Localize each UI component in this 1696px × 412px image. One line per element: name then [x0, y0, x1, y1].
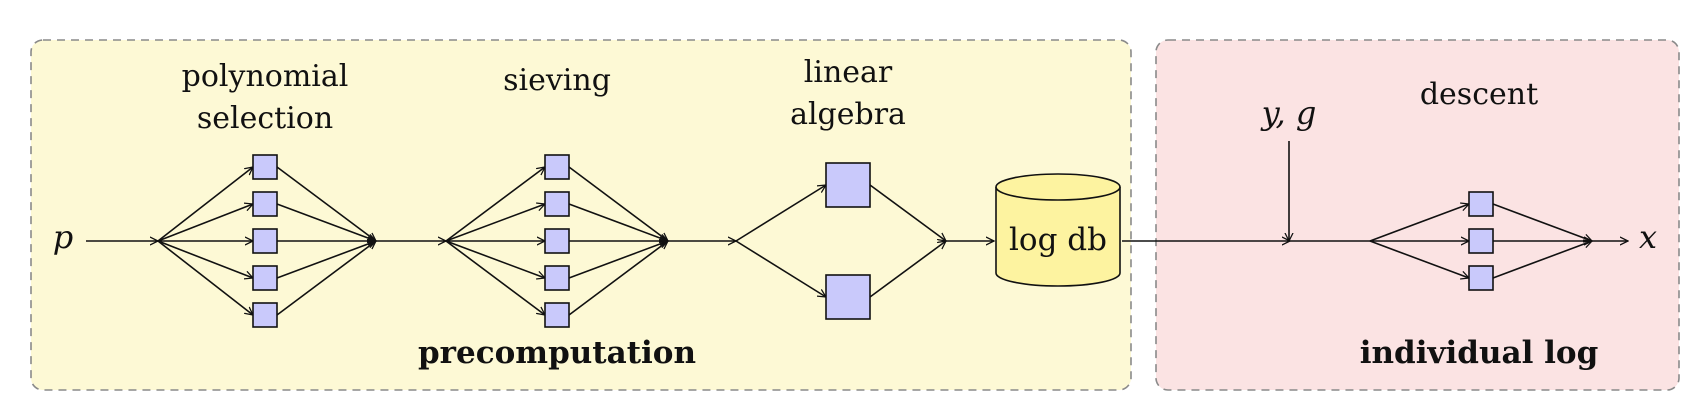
polynomial-selection-node-1	[252, 154, 278, 180]
sieving-node-1	[544, 154, 570, 180]
sieving-edge-in-1	[445, 167, 545, 242]
linear-algebra-edge-out-2	[869, 241, 946, 298]
sieving-edge-out-5	[568, 241, 668, 316]
descent-node-3	[1468, 265, 1494, 291]
sieving-label: sieving	[503, 63, 611, 98]
polynomial-selection-label-line1: polynomial	[182, 59, 349, 94]
descent-node-2	[1468, 228, 1494, 254]
polynomial-selection-node-5	[252, 302, 278, 328]
polynomial-selection-edge-out-4	[276, 241, 376, 279]
input-yg-label: y, g	[1260, 94, 1317, 132]
polynomial-selection-node-2	[252, 191, 278, 217]
linear-algebra-node-2	[825, 274, 871, 320]
polynomial-selection-edge-out-5	[276, 241, 376, 316]
linear-algebra-edge-in-1	[735, 185, 826, 242]
individual-log-panel	[1155, 39, 1680, 391]
descent-edge-in-3	[1369, 240, 1469, 278]
linear-algebra-node-1	[825, 162, 871, 208]
sieving-edge-out-2	[568, 203, 668, 241]
sieving-node-3	[544, 228, 570, 254]
polynomial-selection-edge-in-1	[157, 167, 253, 242]
sieving-node-5	[544, 302, 570, 328]
descent-node-1	[1468, 191, 1494, 217]
polynomial-selection-edge-out-1	[276, 166, 376, 241]
descent-label: descent	[1420, 77, 1538, 112]
individual-log-title: individual log	[1360, 335, 1599, 371]
sieving-node-2	[544, 191, 570, 217]
polynomial-selection-node-4	[252, 265, 278, 291]
linear-algebra-label-line1: linear	[804, 55, 893, 90]
input-p-label: p	[53, 218, 73, 256]
polynomial-selection-edge-out-2	[276, 203, 376, 241]
log-db-label: log db	[1009, 222, 1107, 258]
output-x-label: x	[1639, 218, 1657, 256]
nodes	[252, 154, 1494, 328]
sieving-node-4	[544, 265, 570, 291]
descent-edge-in-1	[1369, 204, 1469, 242]
sieving-edge-in-2	[445, 204, 545, 242]
sieving-edge-out-1	[568, 166, 668, 241]
linear-algebra-label-line2: algebra	[790, 97, 906, 132]
sieving-edge-in-5	[445, 240, 545, 315]
polynomial-selection-edge-in-4	[157, 240, 253, 278]
linear-algebra-edge-out-1	[869, 184, 946, 241]
polynomial-selection-edge-in-2	[157, 204, 253, 242]
log-db-cylinder: log db	[995, 173, 1121, 287]
descent-edge-out-3	[1492, 241, 1592, 279]
polynomial-selection-edge-in-5	[157, 240, 253, 315]
descent-edge-out-1	[1492, 203, 1592, 241]
linear-algebra-edge-in-2	[735, 240, 826, 297]
sieving-edge-out-4	[568, 241, 668, 279]
edges	[86, 141, 1628, 315]
polynomial-selection-label-line2: selection	[197, 101, 333, 136]
sieving-edge-in-4	[445, 240, 545, 278]
precomputation-title: precomputation	[418, 335, 696, 371]
polynomial-selection-node-3	[252, 228, 278, 254]
